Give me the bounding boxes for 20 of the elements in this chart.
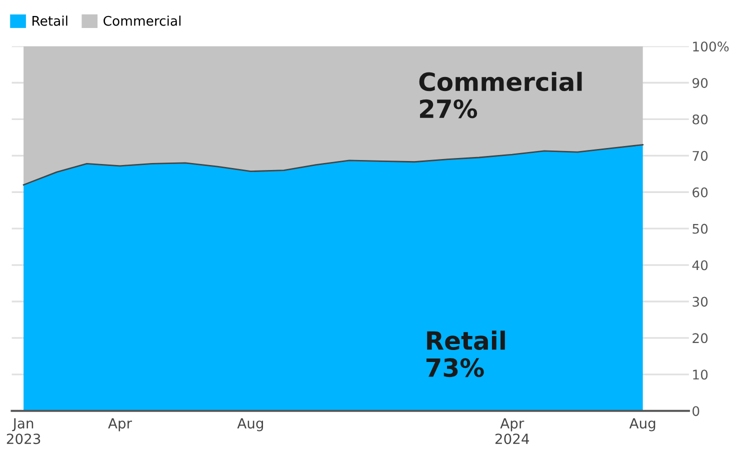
annotation: Commercial 27% <box>419 72 582 118</box>
y-tick-label: 20 <box>692 333 708 344</box>
legend-label: Retail <box>32 16 68 26</box>
annotation: Retail 73% <box>426 330 505 378</box>
y-tick-label: 10 <box>693 370 708 380</box>
x-tick-label: Apr <box>108 418 132 432</box>
y-tick-label: 30 <box>692 296 708 307</box>
y-tick-label: 60 <box>692 187 708 198</box>
y-tick-label: 100% <box>693 42 729 52</box>
y-tick-label: 70 <box>692 150 708 161</box>
y-tick-label: 50 <box>692 224 708 234</box>
y-tick-label: 80 <box>692 114 708 124</box>
legend-label: Commercial <box>104 16 180 26</box>
x-tick-label: Aug <box>237 418 263 432</box>
y-tick-label: 90 <box>692 78 708 88</box>
y-tick-label: 0 <box>692 406 700 416</box>
x-tick-label: Apr 2024 <box>495 418 530 444</box>
x-tick-label: Jan 2023 <box>6 418 40 444</box>
x-tick-label: Aug <box>629 418 656 432</box>
y-tick-label: 40 <box>692 260 708 270</box>
